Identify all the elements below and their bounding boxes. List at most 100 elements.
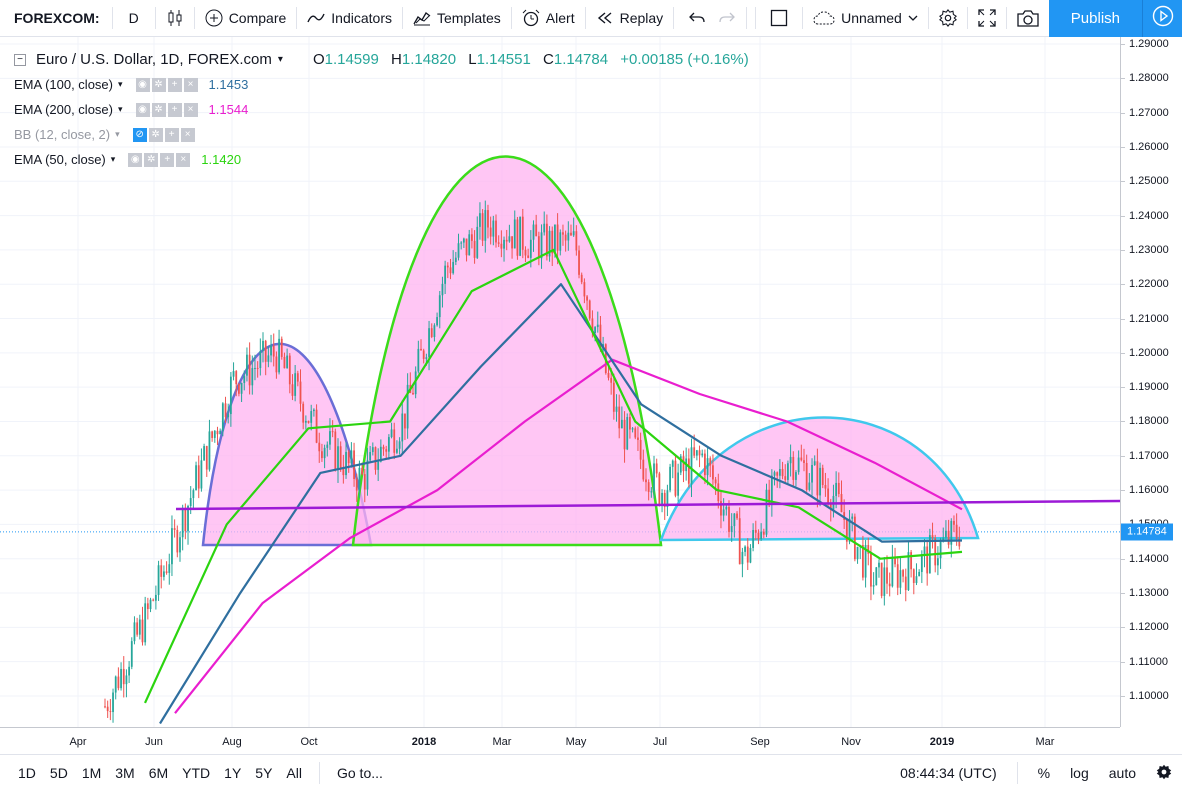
candle-body [805, 462, 808, 490]
candle-body [449, 267, 452, 274]
candle-body [529, 239, 532, 258]
candle-body [294, 373, 297, 396]
range-1y[interactable]: 1Y [224, 765, 242, 781]
plus-icon[interactable]: + [167, 102, 182, 117]
range-ytd[interactable]: YTD [182, 765, 211, 781]
chevron-down-icon[interactable]: ▾ [118, 104, 123, 114]
candle-body [934, 538, 937, 566]
close-icon[interactable]: × [176, 152, 191, 167]
eye-icon[interactable]: ◉ [135, 102, 150, 117]
price-tick: 1.23000 [1121, 243, 1169, 256]
candle-body [321, 451, 323, 459]
candle-body [645, 479, 647, 483]
chart-settings-button[interactable] [1146, 764, 1182, 783]
price-tick: 1.18000 [1121, 415, 1169, 428]
select-layout-button[interactable] [756, 0, 802, 37]
candle-body [612, 382, 615, 412]
plus-icon[interactable]: + [160, 152, 175, 167]
candle-body [141, 619, 144, 643]
candle-body [907, 552, 910, 591]
time-axis[interactable]: Apr Jun Aug Oct 2018 Mar May Jul Sep Nov 2019 Mar [0, 727, 1120, 754]
indicators-button[interactable]: Indicators [297, 0, 402, 37]
candle-body [599, 324, 602, 350]
chart-pane[interactable]: − Euro / U.S. Dollar, 1D, FOREX.com ▾ O1… [0, 37, 1182, 754]
candle-body [620, 419, 623, 429]
candle-body [524, 249, 527, 256]
candle-body [414, 371, 417, 395]
pattern-drawings[interactable] [201, 155, 980, 547]
close-icon[interactable]: × [180, 127, 195, 142]
range-6m[interactable]: 6M [148, 765, 169, 781]
plus-icon[interactable]: + [167, 77, 182, 92]
range-5d[interactable]: 5D [49, 765, 68, 781]
alert-button[interactable]: Alert [512, 0, 585, 37]
chevron-down-icon[interactable]: ▾ [118, 79, 123, 89]
chevron-down-icon[interactable]: ▾ [115, 129, 120, 139]
replay-button[interactable]: Replay [586, 0, 674, 37]
range-all[interactable]: All [286, 765, 302, 781]
candle-body [706, 458, 709, 476]
eye-off-icon[interactable]: ⊘ [132, 127, 147, 142]
chart-type-button[interactable] [156, 0, 194, 37]
range-1d[interactable]: 1D [18, 765, 36, 781]
candle-body [926, 546, 929, 574]
price-axis[interactable]: 1.29000 1.28000 1.27000 1.26000 1.25000 1.240… [1120, 37, 1182, 727]
gear-icon[interactable]: ✲ [151, 102, 166, 117]
candle-body [567, 232, 570, 241]
indicator-label: EMA (100, close) [14, 77, 113, 92]
undo-button[interactable] [674, 0, 714, 37]
redo-button[interactable] [714, 0, 746, 37]
publish-button[interactable]: Publish [1048, 0, 1142, 37]
candle-body [923, 546, 926, 555]
eye-icon[interactable]: ◉ [135, 77, 150, 92]
percent-toggle[interactable]: % [1037, 765, 1051, 781]
candle-body [264, 340, 267, 362]
candle-body [808, 482, 811, 490]
close-icon[interactable]: × [183, 77, 198, 92]
candle-body [382, 446, 385, 450]
eye-icon[interactable]: ◉ [128, 152, 143, 167]
candle-body [355, 479, 358, 491]
fullscreen-button[interactable] [968, 0, 1006, 37]
candle-body [570, 232, 572, 236]
layout-name-button[interactable]: Unnamed [803, 0, 928, 37]
indicator-ema100[interactable]: EMA (100, close) ▾ ◉ ✲ + × 1.1453 [14, 77, 248, 92]
candle-body [562, 232, 564, 235]
candle-body [754, 529, 757, 533]
range-5y[interactable]: 5Y [255, 765, 273, 781]
indicator-ema50[interactable]: EMA (50, close) ▾ ◉ ✲ + × 1.1420 [14, 152, 241, 167]
redo-icon [718, 9, 736, 27]
chevron-down-icon[interactable]: ▾ [277, 54, 283, 65]
candle-body [283, 356, 286, 369]
gear-icon[interactable]: ✲ [148, 127, 163, 142]
templates-button[interactable]: Templates [403, 0, 511, 37]
gear-icon[interactable]: ✲ [144, 152, 159, 167]
indicator-ema200[interactable]: EMA (200, close) ▾ ◉ ✲ + × 1.1544 [14, 102, 248, 117]
gear-icon [1156, 764, 1172, 783]
play-button[interactable] [1142, 0, 1182, 37]
range-3m[interactable]: 3M [115, 765, 135, 781]
price-tick: 1.27000 [1121, 106, 1169, 119]
compare-button[interactable]: Compare [195, 0, 297, 37]
auto-toggle[interactable]: auto [1108, 765, 1136, 781]
plus-icon[interactable]: + [164, 127, 179, 142]
chevron-down-icon[interactable]: ▾ [110, 154, 116, 164]
snapshot-button[interactable] [1007, 0, 1049, 37]
price-chart[interactable] [0, 37, 1120, 727]
candle-body [270, 345, 272, 356]
goto-button[interactable]: Go to... [336, 765, 383, 781]
symbol-search[interactable]: FOREXCOM: [14, 10, 100, 26]
settings-button[interactable] [929, 0, 967, 37]
clock-time[interactable]: 08:44:34 (UTC) [900, 765, 997, 781]
close-icon[interactable]: × [183, 102, 198, 117]
range-1m[interactable]: 1M [81, 765, 102, 781]
candle-body [106, 706, 109, 712]
candle-body [572, 231, 575, 236]
overlay-drawings[interactable] [175, 499, 1120, 511]
log-toggle[interactable]: log [1070, 765, 1089, 781]
collapse-legend-icon[interactable]: − [14, 53, 26, 66]
series-title[interactable]: Euro / U.S. Dollar, 1D, FOREX.com [36, 51, 272, 68]
gear-icon[interactable]: ✲ [151, 77, 166, 92]
interval-button[interactable]: D [128, 10, 139, 26]
indicator-bb[interactable]: BB (12, close, 2) ▾ ⊘ ✲ + × [14, 127, 201, 142]
